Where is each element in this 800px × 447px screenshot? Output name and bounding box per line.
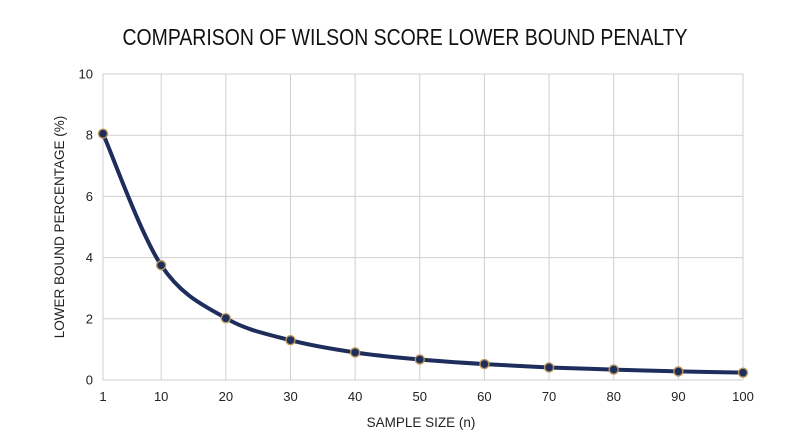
data-point bbox=[285, 335, 296, 346]
data-point bbox=[220, 312, 232, 324]
y-tick-label: 10 bbox=[79, 67, 93, 82]
data-point bbox=[608, 364, 619, 375]
y-tick-label: 8 bbox=[86, 128, 93, 143]
data-point bbox=[97, 128, 109, 139]
data-point bbox=[543, 362, 555, 373]
y-axis-label: LOWER BOUND PERCENTAGE (%) bbox=[52, 116, 67, 339]
x-tick-label: 80 bbox=[606, 389, 620, 404]
data-point bbox=[155, 260, 167, 271]
x-tick-label: 20 bbox=[219, 389, 233, 404]
y-tick-label: 2 bbox=[86, 311, 93, 326]
y-axis: 0 2 4 6 8 10 bbox=[79, 67, 93, 388]
data-point bbox=[479, 358, 490, 370]
series-markers bbox=[97, 128, 749, 378]
x-tick-label: 70 bbox=[542, 389, 556, 404]
x-tick-label: 100 bbox=[732, 389, 754, 404]
data-point bbox=[673, 366, 684, 377]
series-line bbox=[101, 131, 745, 375]
y-tick-label: 0 bbox=[86, 373, 93, 388]
x-tick-label: 1 bbox=[99, 389, 106, 404]
data-point bbox=[349, 347, 361, 358]
x-tick-label: 50 bbox=[413, 389, 427, 404]
x-axis-label: SAMPLE SIZE (n) bbox=[367, 415, 476, 430]
x-tick-label: 90 bbox=[671, 389, 685, 404]
x-axis: 1 10 20 30 40 50 60 70 80 90 100 bbox=[99, 389, 753, 404]
y-tick-label: 6 bbox=[86, 189, 93, 204]
x-tick-label: 40 bbox=[348, 389, 362, 404]
grid bbox=[102, 73, 744, 381]
chart-title: COMPARISON OF WILSON SCORE LOWER BOUND P… bbox=[123, 24, 688, 50]
y-tick-label: 4 bbox=[86, 250, 93, 265]
x-tick-label: 30 bbox=[283, 389, 297, 404]
x-tick-label: 60 bbox=[477, 389, 491, 404]
data-point bbox=[737, 367, 749, 378]
data-point bbox=[414, 354, 425, 365]
x-tick-label: 10 bbox=[154, 389, 168, 404]
